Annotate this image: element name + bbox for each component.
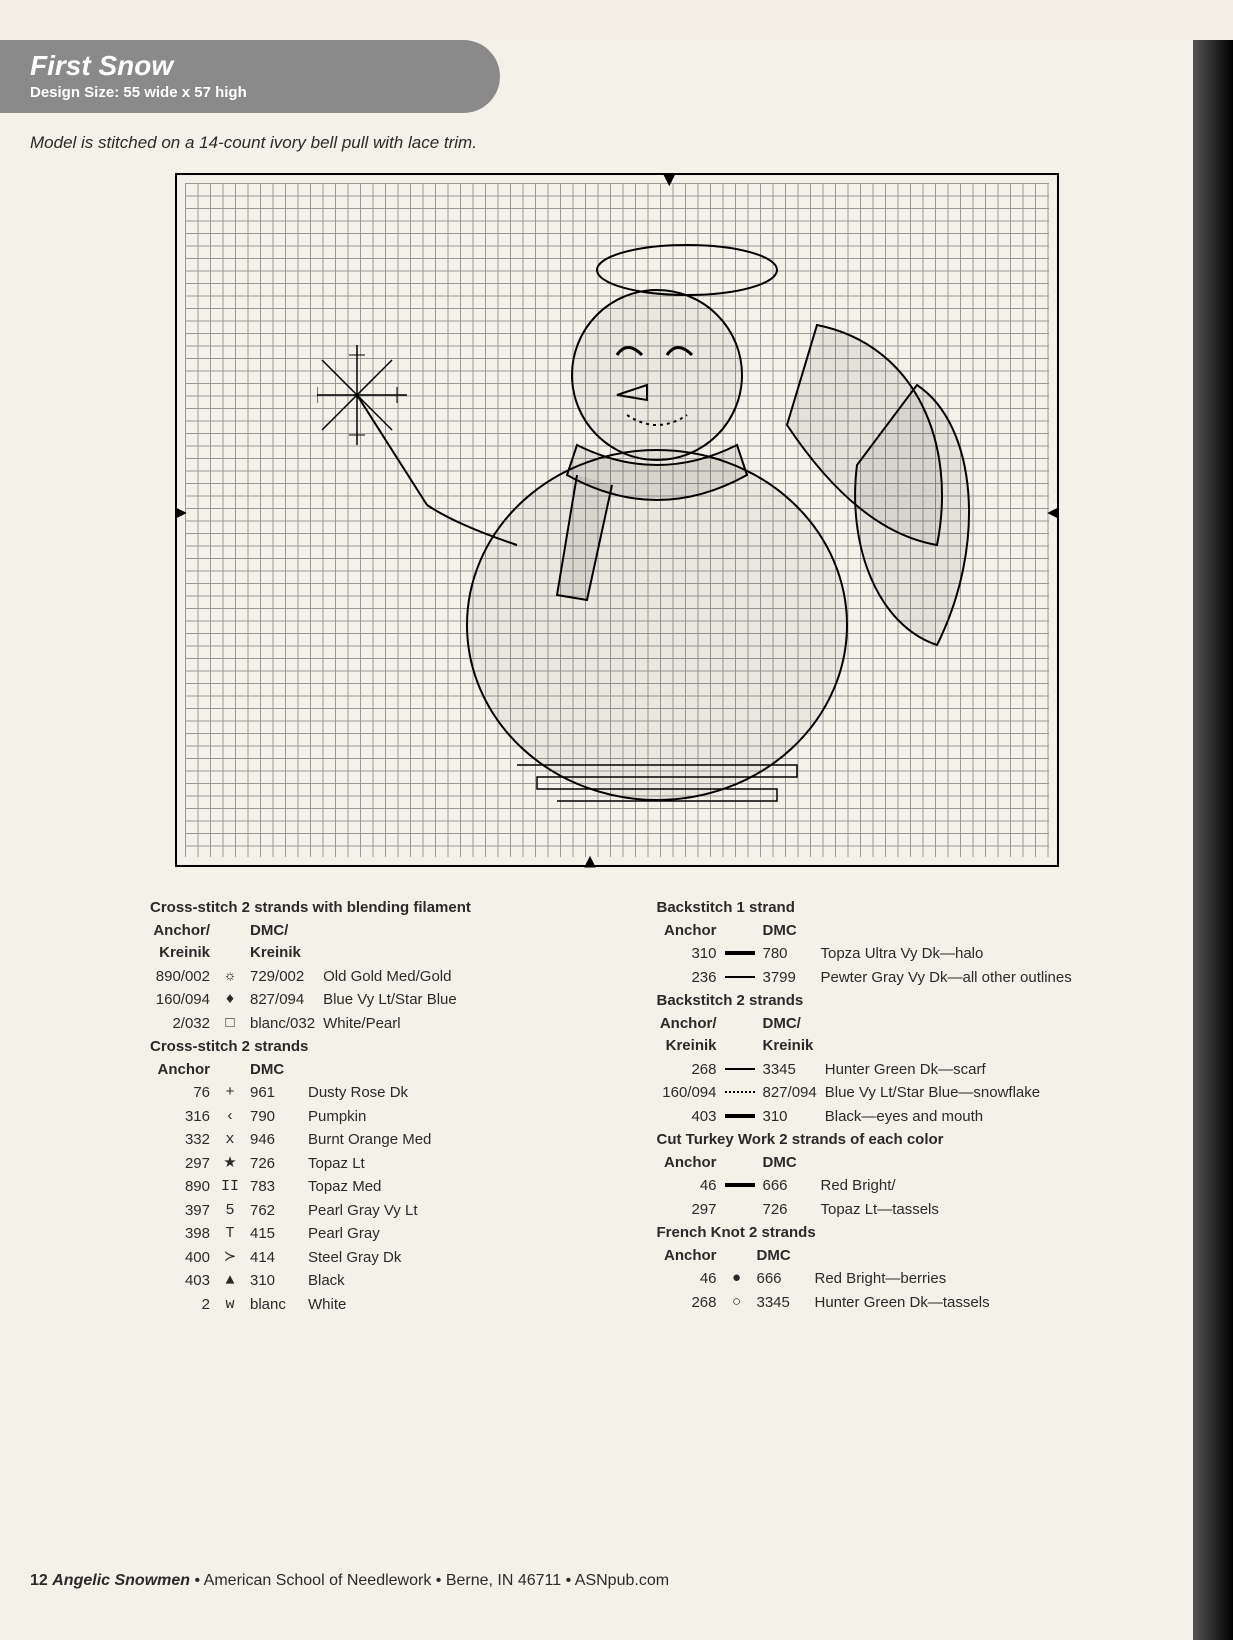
legend-row: 297726Topaz Lt—tassels xyxy=(657,1199,947,1223)
legend-section-heading: Cross-stitch 2 strands with blending fil… xyxy=(150,897,607,920)
legend-row: 398T415Pearl Gray xyxy=(150,1223,439,1247)
legend-right-column: Backstitch 1 strandAnchorDMC310780Topza … xyxy=(657,897,1114,1317)
legend-section-heading: Backstitch 1 strand xyxy=(657,897,1114,920)
pattern-title: First Snow xyxy=(30,50,470,82)
model-note: Model is stitched on a 14-count ivory be… xyxy=(30,133,1233,153)
title-pill: First Snow Design Size: 55 wide x 57 hig… xyxy=(0,40,500,113)
legend-row: 310780Topza Ultra Vy Dk—halo xyxy=(657,943,1080,967)
book-title: Angelic Snowmen xyxy=(52,1572,190,1589)
legend-row: 2683345Hunter Green Dk—scarf xyxy=(657,1059,1049,1083)
legend-table: AnchorDMC46●666Red Bright—berries268○334… xyxy=(657,1245,998,1316)
legend-row: 160/094827/094Blue Vy Lt/Star Blue—snowf… xyxy=(657,1082,1049,1106)
legend-row: 46666Red Bright/ xyxy=(657,1175,947,1199)
legend-row: 3975762Pearl Gray Vy Lt xyxy=(150,1200,439,1224)
legend-row: 160/094♦827/094Blue Vy Lt/Star Blue xyxy=(150,989,465,1013)
legend-row: 403▲310Black xyxy=(150,1270,439,1294)
legend-section-heading: Backstitch 2 strands xyxy=(657,990,1114,1013)
page-footer: 12 Angelic Snowmen • American School of … xyxy=(30,1572,669,1590)
legend-row: 890/002☼729/002Old Gold Med/Gold xyxy=(150,966,465,990)
legend-row: 2363799Pewter Gray Vy Dk—all other outli… xyxy=(657,967,1080,991)
publisher: American School of Needlework • Berne, I… xyxy=(204,1572,669,1589)
legend-row: 316‹790Pumpkin xyxy=(150,1106,439,1130)
page: First Snow Design Size: 55 wide x 57 hig… xyxy=(0,40,1233,1640)
legend-row: 2wblancWhite xyxy=(150,1294,439,1318)
chart-design-outline xyxy=(317,225,987,815)
center-arrow-bottom: ▼ xyxy=(580,850,600,873)
cross-stitch-chart: ▼ ▼ ▼ ▼ xyxy=(175,173,1059,867)
center-arrow-right: ▼ xyxy=(1041,503,1064,523)
legend-section-heading: Cross-stitch 2 strands xyxy=(150,1036,607,1059)
legend-table: Anchor/KreinikDMC/Kreinik2683345Hunter G… xyxy=(657,1013,1049,1130)
publisher-line: • xyxy=(195,1572,204,1589)
center-arrow-top: ▼ xyxy=(659,169,679,192)
legend-left-column: Cross-stitch 2 strands with blending fil… xyxy=(150,897,607,1317)
legend-row: 332x946Burnt Orange Med xyxy=(150,1129,439,1153)
legend-section-heading: French Knot 2 strands xyxy=(657,1222,1114,1245)
legend-row: 297★726Topaz Lt xyxy=(150,1153,439,1177)
legend-row: 46●666Red Bright—berries xyxy=(657,1268,998,1292)
legend-section-heading: Cut Turkey Work 2 strands of each color xyxy=(657,1129,1114,1152)
legend-table: Anchor/KreinikDMC/Kreinik890/002☼729/002… xyxy=(150,920,465,1037)
design-size: Design Size: 55 wide x 57 high xyxy=(30,84,470,101)
legend-table: AnchorDMC46666Red Bright/297726Topaz Lt—… xyxy=(657,1152,947,1223)
legend-table: AnchorDMC310780Topza Ultra Vy Dk—halo236… xyxy=(657,920,1080,991)
legend-row: 400≻414Steel Gray Dk xyxy=(150,1247,439,1271)
legend-table: AnchorDMC76+961Dusty Rose Dk316‹790Pumpk… xyxy=(150,1059,439,1318)
legend-row: 890II783Topaz Med xyxy=(150,1176,439,1200)
legend-row: 268○3345Hunter Green Dk—tassels xyxy=(657,1292,998,1316)
legend-row: 2/032□blanc/032White/Pearl xyxy=(150,1013,465,1037)
legend: Cross-stitch 2 strands with blending fil… xyxy=(150,897,1113,1317)
snowman-angel-svg xyxy=(317,225,987,815)
page-number: 12 xyxy=(30,1572,48,1589)
center-arrow-left: ▼ xyxy=(169,503,192,523)
legend-row: 403310Black—eyes and mouth xyxy=(657,1106,1049,1130)
book-binding-edge xyxy=(1193,40,1233,1640)
legend-row: 76+961Dusty Rose Dk xyxy=(150,1082,439,1106)
